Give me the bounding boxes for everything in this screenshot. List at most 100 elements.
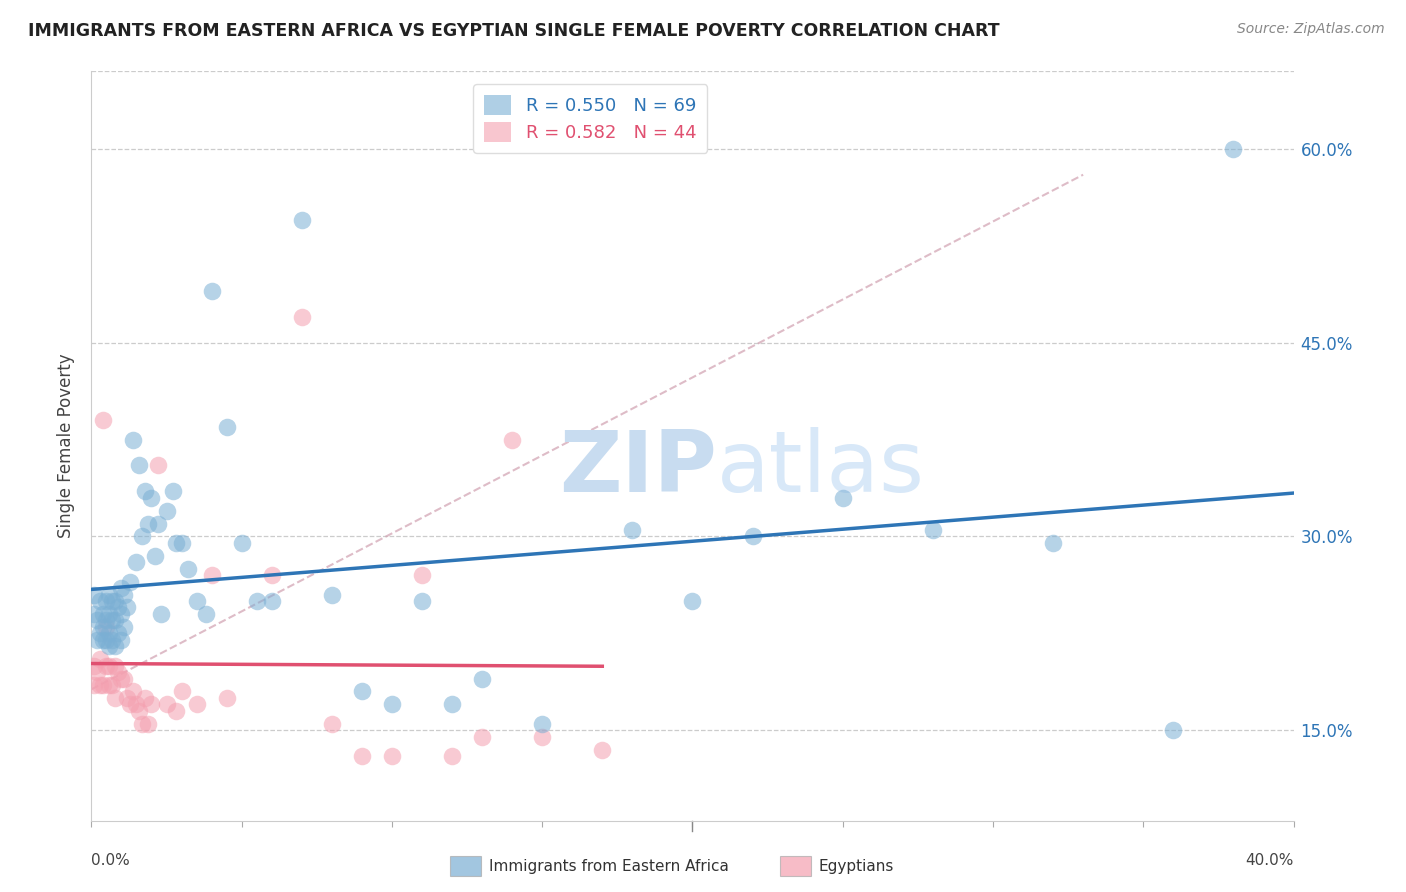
Point [120, 574, 142, 589]
Point [440, 698, 463, 712]
Point [128, 458, 150, 473]
Point [381, 698, 404, 712]
Point [215, 419, 238, 434]
Point [155, 503, 177, 517]
Point [440, 749, 463, 764]
Point [86, 665, 108, 679]
Text: Source: ZipAtlas.com: Source: ZipAtlas.com [1237, 22, 1385, 37]
Point [741, 529, 763, 543]
Point [231, 536, 253, 550]
Point [96, 614, 118, 628]
Point [411, 568, 433, 582]
Text: IMMIGRANTS FROM EASTERN AFRICA VS EGYPTIAN SINGLE FEMALE POVERTY CORRELATION CHA: IMMIGRANTS FROM EASTERN AFRICA VS EGYPTI… [28, 22, 1000, 40]
Point [89, 594, 111, 608]
Text: 0.0%: 0.0% [91, 853, 131, 868]
Point [117, 600, 139, 615]
Point [131, 529, 153, 543]
Point [176, 562, 198, 576]
Point [98, 678, 121, 692]
Point [101, 614, 124, 628]
Point [162, 484, 184, 499]
Point [146, 458, 169, 473]
Point [114, 672, 136, 686]
Point [350, 684, 373, 698]
Point [138, 716, 160, 731]
Point [104, 658, 127, 673]
Text: atlas: atlas [717, 427, 925, 510]
Point [246, 594, 269, 608]
Point [98, 588, 121, 602]
Point [98, 639, 121, 653]
Point [260, 594, 283, 608]
Point [215, 690, 238, 705]
Point [131, 716, 153, 731]
Point [83, 607, 105, 621]
Point [96, 632, 118, 647]
Point [350, 749, 373, 764]
Point [1042, 536, 1064, 550]
Point [291, 310, 314, 324]
Point [107, 600, 129, 615]
Point [291, 213, 314, 227]
Point [96, 658, 118, 673]
Point [1222, 142, 1244, 156]
Point [93, 632, 115, 647]
Point [117, 690, 139, 705]
Point [471, 730, 494, 744]
Point [93, 678, 115, 692]
Point [531, 716, 554, 731]
Point [146, 516, 169, 531]
Point [110, 672, 132, 686]
Point [155, 698, 177, 712]
Point [591, 742, 613, 756]
Point [93, 607, 115, 621]
Point [98, 607, 121, 621]
Point [83, 678, 105, 692]
Point [531, 730, 554, 744]
Point [83, 588, 105, 602]
Point [134, 484, 156, 499]
Point [104, 614, 127, 628]
Point [101, 678, 124, 692]
Point [125, 555, 148, 569]
Point [110, 632, 132, 647]
Point [170, 684, 193, 698]
Point [98, 626, 121, 640]
Point [831, 491, 853, 505]
Point [170, 536, 193, 550]
Point [120, 698, 142, 712]
Point [165, 536, 187, 550]
Point [83, 658, 105, 673]
Point [96, 620, 118, 634]
Text: ZIP: ZIP [558, 427, 717, 510]
Point [86, 632, 108, 647]
Point [143, 549, 166, 563]
Point [186, 698, 208, 712]
Point [101, 632, 124, 647]
Point [321, 716, 343, 731]
Point [201, 568, 224, 582]
Text: 40.0%: 40.0% [1246, 853, 1294, 868]
Point [141, 491, 163, 505]
Point [321, 588, 343, 602]
Point [101, 594, 124, 608]
Point [93, 620, 115, 634]
Point [621, 523, 644, 537]
Point [922, 523, 945, 537]
Point [110, 581, 132, 595]
Point [104, 639, 127, 653]
Point [681, 594, 703, 608]
Point [260, 568, 283, 582]
Y-axis label: Single Female Poverty: Single Female Poverty [58, 354, 76, 538]
Legend: R = 0.550   N = 69, R = 0.582   N = 44: R = 0.550 N = 69, R = 0.582 N = 44 [474, 84, 707, 153]
Point [471, 672, 494, 686]
Point [107, 665, 129, 679]
Point [138, 516, 160, 531]
Point [96, 594, 118, 608]
Text: Immigrants from Eastern Africa: Immigrants from Eastern Africa [489, 859, 730, 873]
Point [411, 594, 433, 608]
Point [194, 607, 217, 621]
Point [165, 704, 187, 718]
Point [381, 749, 404, 764]
Point [114, 620, 136, 634]
